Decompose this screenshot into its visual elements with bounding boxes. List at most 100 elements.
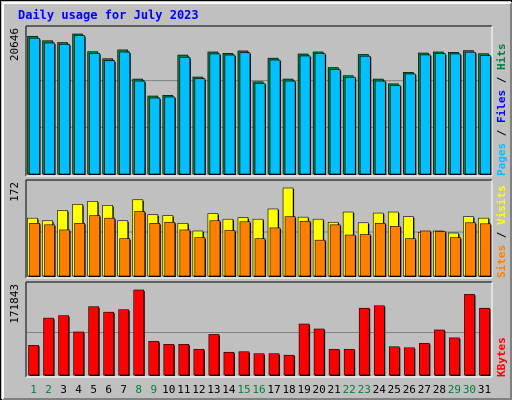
- x-axis-ticks: 1 2 3 4 5 6 7 8 9 10 11 12 13 14 15 16 17 18 19 20 21 22 23 24 2…: [30, 383, 491, 396]
- x-tick-label: 21: [328, 383, 341, 396]
- bar: [89, 215, 100, 277]
- bar: [194, 237, 206, 277]
- y-max-label: 20646: [8, 28, 21, 61]
- bar: [314, 53, 326, 175]
- x-tick-label: 5: [90, 383, 97, 396]
- x-tick-label: 10: [162, 383, 175, 396]
- bar: [254, 83, 266, 175]
- bar: [178, 344, 190, 376]
- x-tick-label: 20: [313, 383, 326, 396]
- legend-item: /: [495, 70, 508, 90]
- bar: [389, 85, 401, 175]
- series-legend: Pages / Files / Hits: [495, 44, 508, 177]
- x-tick-label: 8: [135, 383, 142, 396]
- bar: [465, 51, 476, 175]
- bar: [134, 211, 146, 277]
- bar: [119, 238, 131, 277]
- bar: [104, 217, 115, 277]
- x-tick-label: 12: [192, 383, 205, 396]
- y-max-label: 171843: [8, 284, 21, 324]
- x-tick-label: 31: [478, 383, 491, 396]
- x-tick-label: 3: [60, 383, 67, 396]
- x-tick-label: 30: [463, 383, 476, 396]
- x-tick-label: 23: [358, 383, 371, 396]
- x-tick-label: 19: [297, 383, 310, 396]
- bar: [405, 73, 416, 175]
- bar: [404, 347, 415, 376]
- x-tick-label: 16: [252, 383, 265, 396]
- bar: [283, 354, 295, 376]
- bar: [253, 353, 265, 376]
- x-tick-label: 17: [267, 383, 280, 396]
- chart-panels: 20646 Pages / Files / Hits 172 Sites / Visi…: [8, 25, 508, 378]
- x-tick-label: 28: [433, 383, 446, 396]
- bar: [374, 80, 386, 175]
- bar: [58, 315, 69, 376]
- bar: [450, 237, 461, 277]
- x-tick-label: 15: [237, 383, 250, 396]
- bar: [59, 44, 70, 175]
- bar: [388, 346, 400, 376]
- bar: [103, 311, 114, 376]
- bar: [179, 229, 191, 277]
- bar: [314, 239, 326, 277]
- bar: [328, 348, 340, 376]
- bar: [284, 80, 296, 175]
- bar: [435, 231, 446, 277]
- bar: [465, 222, 476, 277]
- bar: [238, 351, 250, 376]
- bar: [44, 224, 55, 277]
- bar: [269, 227, 281, 277]
- bar: [358, 307, 370, 376]
- bar: [119, 51, 131, 175]
- bar: [434, 329, 445, 376]
- bar: [118, 309, 130, 376]
- bar: [298, 323, 310, 376]
- bar: [405, 238, 416, 277]
- bar: [194, 78, 206, 175]
- bar: [44, 42, 55, 175]
- x-tick-label: 9: [150, 383, 157, 396]
- legend-item: Hits: [495, 44, 508, 71]
- y-max-label: 172: [8, 182, 21, 202]
- x-tick-label: 24: [373, 383, 387, 396]
- bar: [480, 223, 491, 277]
- bar: [148, 341, 160, 376]
- bar: [313, 328, 325, 376]
- bar: [420, 54, 431, 175]
- bar: [149, 97, 161, 175]
- x-tick-label: 22: [343, 383, 356, 396]
- x-tick-label: 25: [388, 383, 401, 396]
- legend-item: Files: [495, 90, 508, 123]
- bar: [74, 35, 85, 175]
- series-legend: Sites / Visits: [495, 185, 508, 278]
- bar: [329, 224, 341, 277]
- bar: [224, 54, 236, 175]
- x-tick-label: 26: [403, 383, 416, 396]
- panel-visits-sites: 172 Sites / Visits: [8, 179, 508, 279]
- series-legend: KBytes: [495, 337, 508, 377]
- bar: [359, 55, 371, 175]
- bar: [224, 230, 236, 277]
- panel-kbytes: 171843 KBytes: [8, 281, 508, 378]
- bar: [88, 306, 99, 376]
- bar: [299, 55, 311, 175]
- bar: [268, 353, 280, 376]
- x-tick-label: 6: [105, 383, 112, 396]
- bar: [133, 289, 145, 376]
- x-tick-label: 13: [207, 383, 220, 396]
- bar: [254, 238, 266, 277]
- bar: [373, 305, 385, 376]
- bar: [209, 220, 221, 277]
- legend-item: /: [495, 225, 508, 245]
- x-tick-label: 27: [418, 383, 431, 396]
- bar: [208, 334, 220, 376]
- bar: [450, 53, 461, 175]
- x-tick-label: 11: [177, 383, 190, 396]
- bar: [29, 223, 40, 277]
- bar: [343, 348, 355, 376]
- bar: [389, 226, 401, 277]
- bar: [89, 53, 100, 175]
- panel-pages-files-hits: 20646 Pages / Files / Hits: [8, 25, 508, 177]
